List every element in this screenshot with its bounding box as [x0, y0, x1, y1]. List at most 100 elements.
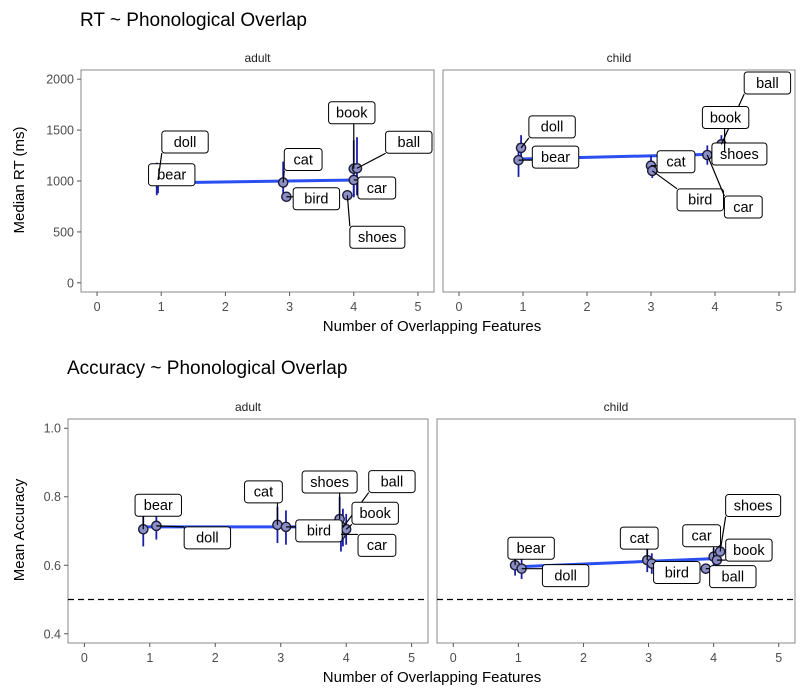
label-leader-cat	[282, 170, 285, 183]
point-label-doll: doll	[196, 531, 219, 547]
label-box-book	[328, 101, 376, 125]
facet-strip-label: adult	[244, 51, 271, 65]
x-tick-label: 1	[515, 651, 522, 665]
label-box-shoes	[301, 470, 358, 494]
x-tick-label: 4	[710, 651, 717, 665]
point-label-car: car	[367, 181, 387, 197]
point-label-book: book	[359, 506, 391, 522]
label-box-bird	[653, 561, 701, 585]
label-box-cat	[283, 148, 323, 172]
x-tick-label: 3	[277, 651, 284, 665]
label-box-ball	[385, 130, 433, 154]
x-tick-label: 2	[212, 651, 219, 665]
facet-strip-label: adult	[235, 400, 262, 414]
x-tick-label: 4	[343, 651, 350, 665]
label-leader-shoes	[346, 195, 351, 227]
rt-chart-title: RT ~ Phonological Overlap	[80, 10, 307, 31]
point-label-ball: ball	[722, 569, 745, 585]
y-tick-label: 500	[53, 225, 74, 239]
label-box-book	[725, 538, 773, 562]
point-label-car: car	[692, 528, 712, 544]
accuracy-child-panel: child 0 1 2 3 4 5 bear doll cat bird ball car book sho…	[436, 400, 796, 665]
label-box-car	[682, 524, 722, 548]
rt-y-axis-title: Median RT (ms)	[11, 127, 28, 234]
point-label-cat: cat	[666, 155, 685, 171]
y-tick-label: 0	[67, 276, 74, 290]
x-tick-label: 1	[520, 300, 527, 314]
x-tick-label: 0	[81, 651, 88, 665]
label-box-bear	[134, 493, 182, 517]
x-tick-label: 0	[450, 651, 457, 665]
point-label-bird: bird	[307, 524, 331, 540]
label-box-doll	[161, 130, 209, 154]
label-leader-ball	[356, 152, 386, 169]
x-tick-label: 5	[776, 300, 783, 314]
label-box-car	[357, 176, 397, 200]
x-tick-label: 3	[645, 651, 652, 665]
x-tick-label: 0	[456, 300, 463, 314]
label-box-bear	[507, 536, 555, 560]
facet-strip-label: child	[607, 51, 632, 65]
label-leader-doll	[157, 152, 163, 181]
label-box-doll	[528, 115, 576, 139]
point-label-cat: cat	[294, 152, 313, 168]
point-label-ball: ball	[398, 135, 421, 151]
label-leader-doll	[156, 525, 185, 528]
label-box-shoes	[711, 142, 768, 166]
label-leader-shoes	[719, 516, 727, 552]
x-tick-label: 2	[584, 300, 591, 314]
acc-x-axis-title: Number of Overlapping Features	[323, 669, 541, 686]
point-label-car: car	[733, 200, 753, 216]
rt-x-axis-title: Number of Overlapping Features	[323, 318, 541, 335]
label-box-ball	[743, 71, 792, 95]
rt-adult-panel: adult 0 1 2 3 4 5 0 500 1000 1500 2000 bear doll cat bi…	[46, 51, 435, 314]
panel-border	[442, 69, 796, 293]
facet-strip-label: child	[604, 400, 629, 414]
point-label-doll: doll	[554, 568, 577, 584]
label-leader-bird	[651, 170, 678, 190]
label-box-doll	[541, 564, 590, 588]
x-tick-label: 3	[648, 300, 655, 314]
point-label-bear: bear	[144, 498, 173, 514]
label-leader-car	[706, 154, 725, 197]
label-box-cat	[656, 150, 696, 174]
y-tick-label: 2000	[46, 73, 74, 87]
label-box-book	[351, 501, 399, 525]
y-tick-label: 0.4	[44, 627, 61, 641]
acc-chart-title: Accuracy ~ Phonological Overlap	[67, 358, 347, 379]
x-tick-label: 2	[580, 651, 587, 665]
panel-border	[67, 418, 429, 644]
label-box-cat	[619, 526, 659, 550]
accuracy-adult-panel: adult 0 1 2 3 4 5 0.4 0.6 0.8 1.0 bear doll cat bird sh…	[44, 400, 429, 665]
label-box-bird	[676, 188, 724, 212]
point-label-bear: bear	[541, 150, 570, 166]
point-label-book: book	[336, 106, 368, 122]
point-label-cat: cat	[630, 531, 649, 547]
label-leader-book	[345, 523, 353, 530]
y-tick-label: 1500	[46, 124, 74, 138]
x-tick-label: 3	[286, 300, 293, 314]
point-label-book: book	[710, 110, 742, 126]
y-tick-label: 1.0	[44, 422, 61, 436]
point-label-bear: bear	[157, 167, 186, 183]
x-tick-label: 5	[775, 651, 782, 665]
label-box-bird	[295, 519, 343, 543]
point-label-car: car	[367, 538, 387, 554]
point-label-shoes: shoes	[358, 230, 397, 246]
point-label-bird: bird	[688, 193, 712, 209]
y-tick-label: 0.6	[44, 559, 61, 573]
label-box-cat	[244, 480, 283, 504]
point-label-bird: bird	[304, 192, 328, 208]
panel-border	[436, 418, 796, 644]
point-bird	[646, 165, 658, 177]
label-box-shoes	[725, 494, 782, 518]
x-tick-label: 4	[712, 300, 719, 314]
label-box-car	[723, 195, 763, 219]
label-box-ball	[709, 565, 757, 589]
point-label-bird: bird	[665, 565, 689, 581]
point-label-shoes: shoes	[310, 475, 349, 491]
x-tick-label: 0	[94, 300, 101, 314]
point-label-cat: cat	[254, 485, 273, 501]
label-leader-doll	[520, 137, 530, 149]
